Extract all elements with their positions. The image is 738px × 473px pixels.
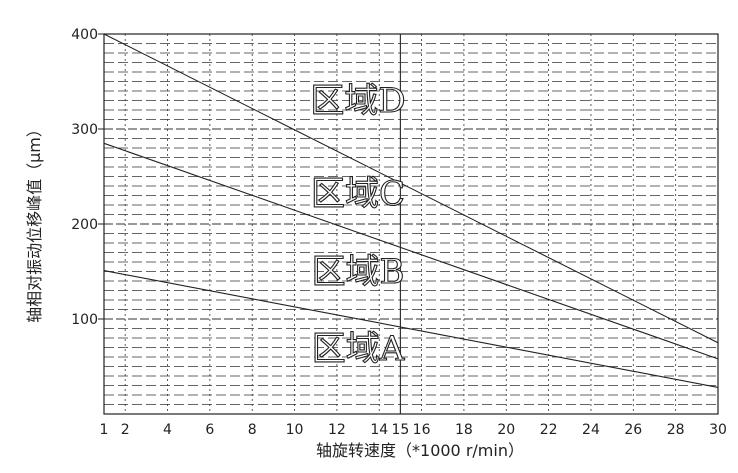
zone-boundary-line-1 (103, 33, 719, 344)
x-tick-label: 20 (497, 422, 515, 438)
x-tick-label: 1 (100, 422, 109, 438)
annotation-layer: 区域D 区域C 区域B 区域A (310, 80, 406, 369)
series-layer (103, 33, 719, 388)
zone-boundary-line-3 (103, 270, 719, 388)
y-axis-title: 轴相对振动位移峰值（μm） (25, 121, 44, 323)
y-tick-label: 200 (71, 217, 98, 233)
zone-boundary-line-2 (103, 142, 719, 360)
x-tick-label: 28 (667, 422, 685, 438)
x-tick-label: 30 (709, 422, 727, 438)
zone-label: 区域B (312, 252, 405, 292)
x-tick-label: 15 (391, 422, 409, 438)
x-tick-label: 6 (205, 422, 214, 438)
x-tick-label: 24 (582, 422, 600, 438)
x-tick-label: 10 (286, 422, 304, 438)
y-tick-label: 300 (71, 122, 98, 138)
x-tick-label: 4 (163, 422, 172, 438)
x-tick-label: 2 (121, 422, 130, 438)
x-axis-title: 轴旋转速度（*1000 r/min） (316, 441, 524, 460)
x-tick-label: 18 (455, 422, 473, 438)
zone-label: 区域D (310, 81, 405, 121)
x-tick-label: 16 (413, 422, 431, 438)
y-tick-label: 100 (71, 312, 98, 328)
y-tick-label: 400 (71, 27, 98, 43)
x-tick-label: 8 (248, 422, 257, 438)
x-tick-label: 14 (370, 422, 388, 438)
x-tick-label: 26 (624, 422, 642, 438)
x-tick-label: 12 (328, 422, 346, 438)
x-tick-label: 22 (540, 422, 558, 438)
zone-label: 区域A (312, 329, 405, 369)
grid-layer (104, 34, 718, 414)
zone-label: 区域C (311, 174, 405, 214)
